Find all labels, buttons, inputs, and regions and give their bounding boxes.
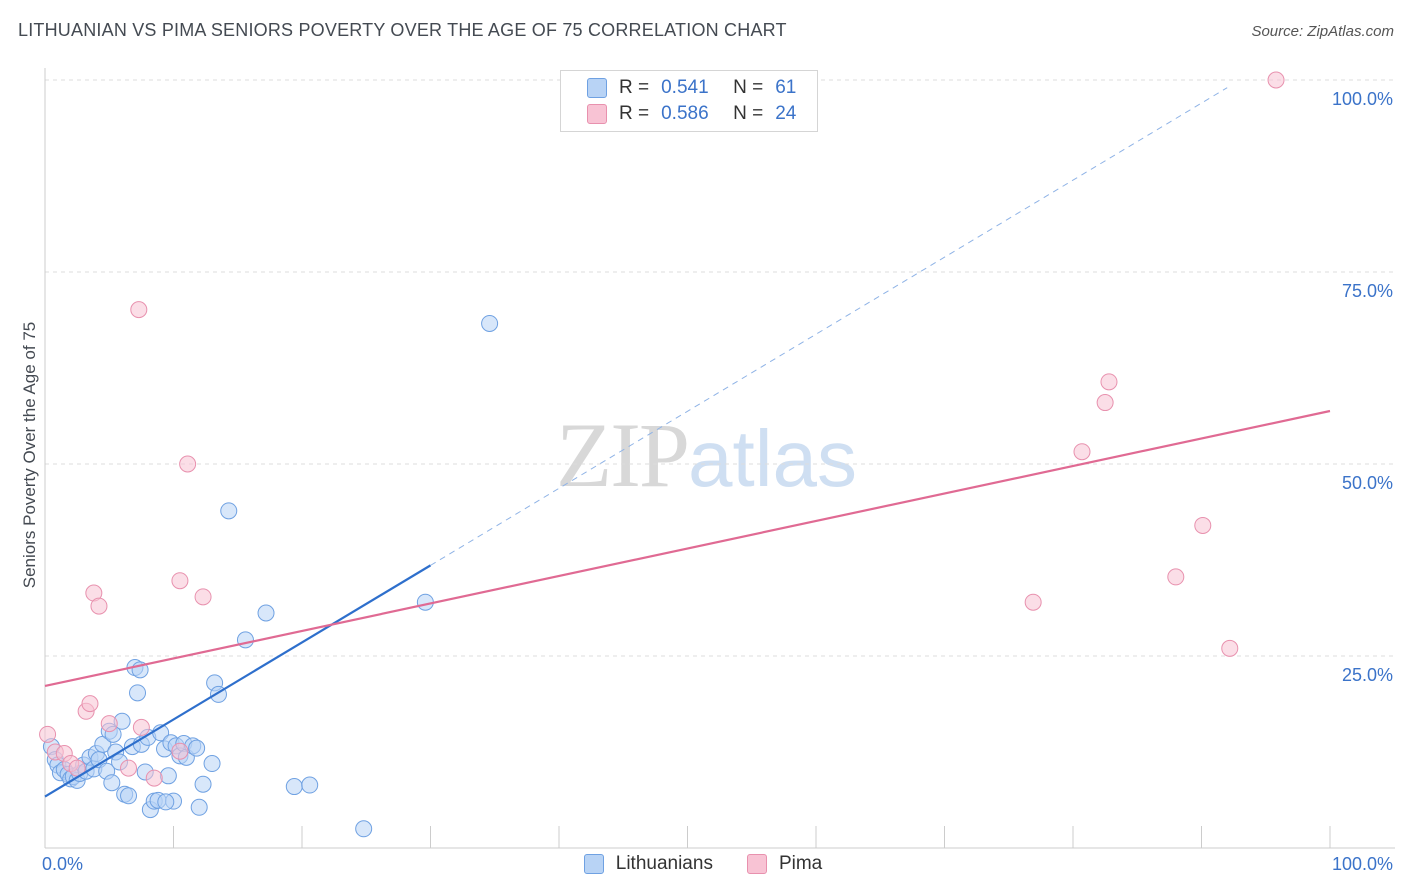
lithuanians-point: [236, 631, 254, 649]
legend-r-label: R =: [619, 103, 650, 124]
legend-n-value: 24: [775, 103, 797, 124]
lithuanians-trendline-extension: [430, 87, 1228, 566]
lithuanians-point: [159, 767, 177, 785]
pima-point: [171, 742, 189, 760]
legend-label-lithuanians: Lithuanians: [615, 853, 713, 874]
pima-point: [132, 718, 150, 736]
legend-swatch-lithuanians: [587, 78, 607, 98]
pima-point: [194, 588, 212, 606]
pima-point: [1221, 639, 1239, 657]
pima-point: [1267, 71, 1285, 89]
legend-r-value: 0.586: [661, 103, 709, 124]
y-tick-label: 25.0%: [1342, 665, 1393, 685]
lithuanians-point: [129, 684, 147, 702]
pima-point: [1024, 593, 1042, 611]
lithuanians-point: [120, 787, 138, 805]
lithuanians-point: [188, 739, 206, 757]
legend-r-value: 0.541: [661, 77, 709, 98]
pima-point: [81, 695, 99, 713]
lithuanians-trendline: [44, 564, 432, 798]
pima-point: [1073, 443, 1091, 461]
legend-label-pima: Pima: [778, 853, 823, 874]
lithuanians-point: [203, 755, 221, 773]
lithuanians-point: [157, 793, 175, 811]
pima-point: [1096, 394, 1114, 412]
series-legend: Lithuanians Pima: [0, 850, 1406, 878]
pima-point: [100, 715, 118, 733]
pima-point: [130, 301, 148, 319]
legend-item-lithuanians: Lithuanians: [583, 853, 713, 875]
legend-n-label: N =: [733, 103, 764, 124]
y-tick-label: 50.0%: [1342, 473, 1393, 493]
lithuanians-point: [285, 778, 303, 796]
lithuanians-point: [194, 775, 212, 793]
pima-point: [171, 572, 189, 590]
lithuanians-point: [190, 798, 208, 816]
x-tick-label: 100.0%: [1332, 854, 1393, 874]
lithuanians-point: [220, 502, 238, 520]
legend-r-label: R =: [619, 77, 650, 98]
legend-n-label: N =: [733, 77, 764, 98]
correlation-legend: R = 0.541 N = 61 R = 0.586 N = 24: [560, 70, 818, 132]
pima-point: [120, 759, 138, 777]
lithuanians-point: [257, 604, 275, 622]
pima-point: [1100, 373, 1118, 391]
x-tick-label: 0.0%: [42, 854, 83, 874]
pima-point: [39, 725, 57, 743]
y-tick-label: 100.0%: [1332, 89, 1393, 109]
pima-point: [1194, 516, 1212, 534]
legend-item-pima: Pima: [746, 853, 823, 875]
y-tick-label: 75.0%: [1342, 281, 1393, 301]
lithuanians-point: [416, 593, 434, 611]
pima-point: [145, 769, 163, 787]
legend-row-lithuanians: R = 0.541 N = 61: [587, 75, 796, 101]
chart-title: LITHUANIAN VS PIMA SENIORS POVERTY OVER …: [18, 20, 787, 40]
legend-swatch-pima: [587, 104, 607, 124]
pima-trendline: [44, 409, 1331, 688]
source-label: Source: ZipAtlas.com: [1251, 23, 1394, 40]
legend-row-pima: R = 0.586 N = 24: [587, 101, 796, 127]
lithuanians-point: [103, 774, 121, 792]
lithuanians-point: [355, 820, 373, 838]
legend-swatch-pima: [746, 854, 767, 874]
pima-point: [179, 455, 197, 473]
lithuanians-point: [481, 314, 499, 332]
legend-n-value: 61: [775, 77, 797, 98]
legend-swatch-lithuanians: [583, 854, 604, 874]
pima-point: [1167, 568, 1185, 586]
pima-point: [90, 597, 108, 615]
lithuanians-point: [301, 776, 319, 794]
